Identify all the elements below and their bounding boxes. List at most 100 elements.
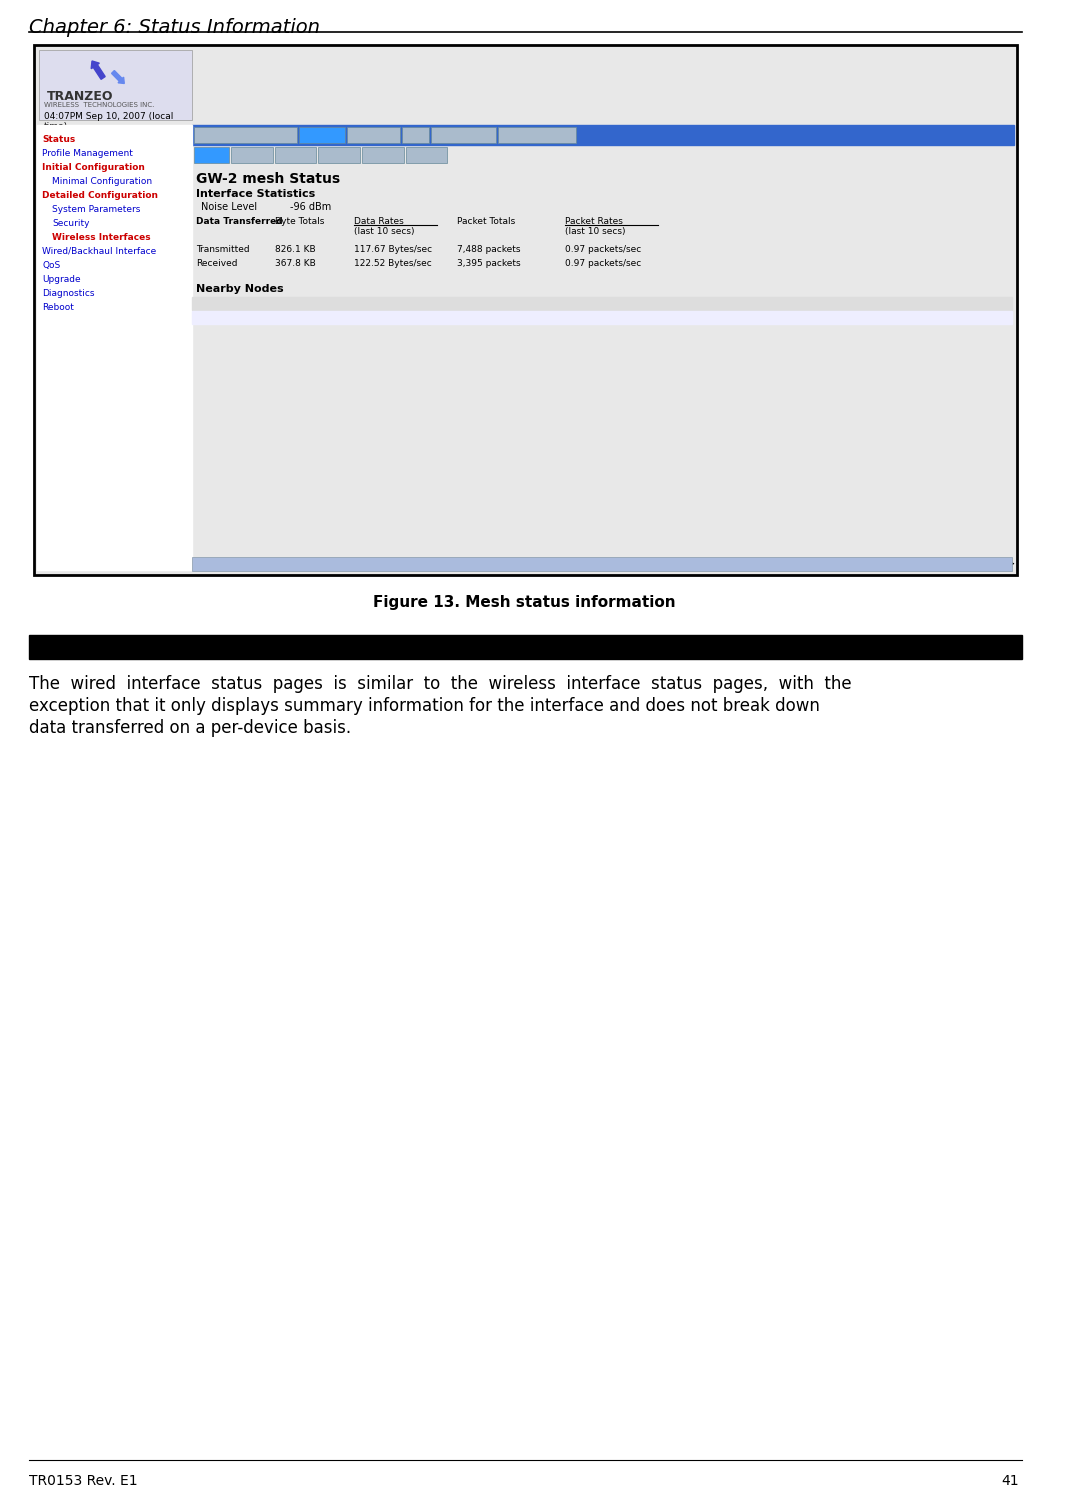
Text: ARP: ARP: [405, 130, 424, 139]
Text: Detailed Configuration: Detailed Configuration: [43, 191, 158, 200]
Text: 04:07PM Sep 10, 2007 (local: 04:07PM Sep 10, 2007 (local: [44, 112, 174, 121]
Text: Chapter 6: Status Information: Chapter 6: Status Information: [30, 18, 320, 37]
Text: 367 KBytes: 367 KBytes: [344, 313, 392, 322]
Text: 367.8 KB: 367.8 KB: [275, 258, 316, 269]
Bar: [34, 45, 1017, 574]
Text: Noise Level: Noise Level: [202, 201, 257, 212]
Text: Wireless Interfaces: Wireless Interfaces: [52, 233, 150, 242]
Text: Data Transferred: Data Transferred: [196, 216, 283, 225]
Text: Upgrade: Upgrade: [43, 275, 81, 283]
Text: Packet Totals: Packet Totals: [457, 216, 515, 225]
Text: Routing: Routing: [351, 130, 386, 139]
Text: Nearby Nodes: Nearby Nodes: [196, 283, 284, 294]
Text: Normal: Normal: [619, 313, 650, 322]
Text: 826.1 KB: 826.1 KB: [275, 245, 316, 254]
Text: wlan1: wlan1: [235, 149, 261, 160]
Text: Byte Totals: Byte Totals: [275, 216, 324, 225]
Bar: [498, 127, 576, 143]
Bar: [192, 557, 1012, 570]
Text: Reboot: Reboot: [43, 303, 74, 312]
Text: 54M: 54M: [506, 313, 524, 322]
Bar: [37, 125, 192, 570]
Text: 172.29.4.2: 172.29.4.2: [280, 313, 324, 322]
Text: Config Overview: Config Overview: [197, 130, 272, 139]
Bar: [431, 127, 496, 143]
Text: mesh: mesh: [197, 149, 222, 160]
Text: Packet Rates: Packet Rates: [564, 216, 623, 225]
Text: Interface Statistics: Interface Statistics: [196, 189, 316, 198]
Text: -96 dBm: -96 dBm: [290, 201, 331, 212]
Bar: [193, 146, 228, 163]
Text: wlan2: wlan2: [278, 149, 305, 160]
Text: QoS: QoS: [43, 261, 61, 270]
Bar: [405, 146, 447, 163]
Text: time): time): [44, 122, 68, 131]
Bar: [192, 310, 1012, 324]
Text: TR0153 Rev. E1: TR0153 Rev. E1: [30, 1474, 138, 1488]
Text: 0.97 packets/sec: 0.97 packets/sec: [564, 245, 641, 254]
Bar: [318, 146, 360, 163]
Text: -50 (37): -50 (37): [451, 313, 485, 322]
Bar: [299, 127, 346, 143]
Text: 6.2.2: 6.2.2: [44, 640, 92, 658]
Text: wlan4: wlan4: [366, 149, 393, 160]
Text: Initial Configuration: Initial Configuration: [43, 163, 145, 172]
Bar: [39, 49, 192, 119]
Text: TX data: TX data: [398, 298, 434, 307]
Text: (last 10 secs): (last 10 secs): [353, 227, 414, 236]
Text: System Parameters: System Parameters: [52, 204, 141, 213]
Text: 7,488 packets: 7,488 packets: [457, 245, 521, 254]
Text: 0.97 packets/sec: 0.97 packets/sec: [564, 258, 641, 269]
Bar: [230, 146, 272, 163]
Text: TRANZEO: TRANZEO: [47, 90, 114, 103]
Bar: [347, 127, 400, 143]
Text: WIRELESS  TECHNOLOGIES INC.: WIRELESS TECHNOLOGIES INC.: [44, 101, 155, 107]
Text: RX data: RX data: [344, 298, 381, 307]
Text: data transferred on a per-device basis.: data transferred on a per-device basis.: [30, 719, 352, 737]
Text: Event Log: Event Log: [434, 130, 480, 139]
Text: IP Address: IP Address: [280, 298, 330, 307]
Bar: [274, 146, 316, 163]
Text: 117.67 Bytes/sec: 117.67 Bytes/sec: [353, 245, 432, 254]
Bar: [193, 127, 297, 143]
FancyArrow shape: [91, 61, 106, 79]
Text: dBm (RSSI): dBm (RSSI): [451, 298, 505, 307]
Text: Diagnostics: Diagnostics: [43, 289, 95, 298]
Text: < 1s: < 1s: [545, 313, 564, 322]
Text: 3,395 packets: 3,395 packets: [457, 258, 521, 269]
Text: exception that it only displays summary information for the interface and does n: exception that it only displays summary …: [30, 697, 821, 715]
Text: 122.52 Bytes/sec: 122.52 Bytes/sec: [353, 258, 431, 269]
Text: 20 KBytes: 20 KBytes: [398, 313, 441, 322]
Text: Minimal Configuration: Minimal Configuration: [52, 178, 153, 186]
Text: Client Capabilities: Client Capabilities: [619, 298, 705, 307]
Bar: [30, 634, 1021, 658]
Text: Wired Interface Status: Wired Interface Status: [128, 640, 340, 658]
FancyArrow shape: [112, 70, 124, 84]
Text: Status: Status: [43, 134, 76, 143]
Text: Last reception: Last reception: [545, 298, 614, 307]
Text: Received: Received: [196, 258, 238, 269]
Text: Security: Security: [52, 219, 90, 228]
Text: <: <: [192, 558, 201, 568]
Text: Figure 13. Mesh status information: Figure 13. Mesh status information: [373, 595, 675, 610]
Bar: [362, 146, 403, 163]
Text: The  wired  interface  status  pages  is  similar  to  the  wireless  interface : The wired interface status pages is simi…: [30, 674, 853, 692]
Text: Data Rates: Data Rates: [353, 216, 403, 225]
Text: 00:15:6d:10:35:6c: 00:15:6d:10:35:6c: [196, 313, 273, 322]
Text: wlan3: wlan3: [322, 149, 349, 160]
Text: Status: Status: [303, 130, 332, 139]
Text: DHCP Events: DHCP Events: [501, 130, 560, 139]
Bar: [192, 125, 1014, 145]
Text: >: >: [1007, 558, 1015, 568]
Text: (last 10 secs): (last 10 secs): [564, 227, 625, 236]
Text: GW-2 mesh Status: GW-2 mesh Status: [196, 172, 340, 186]
Text: wired: wired: [410, 149, 434, 160]
Text: Wired/Backhaul Interface: Wired/Backhaul Interface: [43, 246, 157, 255]
Bar: [402, 127, 429, 143]
Text: Transmitted: Transmitted: [196, 245, 250, 254]
Text: Rate: Rate: [506, 298, 528, 307]
Text: MAC Address: MAC Address: [196, 298, 258, 307]
Text: 41: 41: [1001, 1474, 1019, 1488]
Bar: [192, 297, 1012, 310]
Text: Profile Management: Profile Management: [43, 149, 133, 158]
